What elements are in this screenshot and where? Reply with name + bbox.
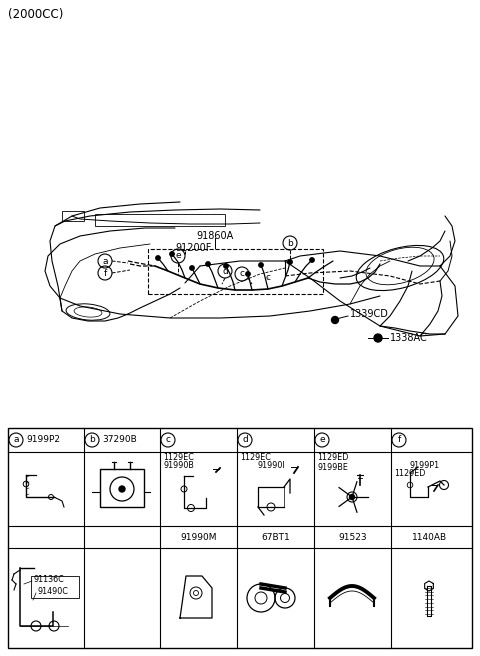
Circle shape — [349, 495, 355, 499]
Text: e: e — [319, 436, 325, 445]
Text: 1339CD: 1339CD — [350, 309, 389, 319]
Text: b: b — [89, 436, 95, 445]
Text: e: e — [175, 251, 181, 260]
Text: f: f — [397, 436, 401, 445]
Text: 37290B: 37290B — [102, 436, 137, 445]
Text: 91990I: 91990I — [257, 462, 285, 470]
Text: 91490C: 91490C — [38, 588, 69, 596]
Text: 1129EC: 1129EC — [240, 453, 271, 462]
Text: 91990B: 91990B — [163, 462, 194, 470]
Circle shape — [288, 260, 292, 264]
Bar — [8, 428, 472, 648]
Bar — [62, 211, 84, 221]
Text: 1140AB: 1140AB — [412, 533, 447, 541]
Text: 9199P1: 9199P1 — [409, 462, 439, 470]
Text: c: c — [265, 274, 271, 283]
Circle shape — [119, 486, 125, 492]
Circle shape — [156, 256, 160, 260]
Text: a: a — [102, 256, 108, 266]
Text: 91990M: 91990M — [180, 533, 217, 541]
Text: 91523: 91523 — [338, 533, 367, 541]
Text: 1129ED: 1129ED — [317, 453, 348, 462]
Text: 9199BE: 9199BE — [317, 464, 348, 472]
Circle shape — [259, 263, 263, 267]
Text: a: a — [13, 436, 19, 445]
Text: b: b — [287, 239, 293, 247]
Text: 91860A: 91860A — [196, 231, 234, 241]
Text: c: c — [166, 436, 170, 445]
Bar — [95, 214, 225, 226]
Text: 67BT1: 67BT1 — [261, 533, 290, 541]
Text: f: f — [103, 268, 107, 277]
Circle shape — [224, 264, 228, 268]
Text: 1129EC: 1129EC — [163, 453, 194, 462]
Circle shape — [206, 262, 210, 266]
Text: d: d — [222, 266, 228, 276]
Bar — [100, 469, 144, 507]
Circle shape — [246, 272, 250, 276]
Text: 91136C: 91136C — [34, 575, 65, 584]
Bar — [148, 249, 323, 294]
Circle shape — [374, 334, 382, 342]
Text: 9199P2: 9199P2 — [26, 436, 60, 445]
Circle shape — [190, 266, 194, 270]
Text: 1338AC: 1338AC — [390, 333, 428, 343]
Circle shape — [332, 316, 338, 323]
Circle shape — [310, 258, 314, 262]
Text: (2000CC): (2000CC) — [8, 8, 63, 21]
Circle shape — [170, 252, 174, 256]
Text: 1129ED: 1129ED — [394, 470, 425, 478]
Text: 91200F: 91200F — [175, 243, 211, 253]
Text: c: c — [240, 270, 244, 279]
Text: d: d — [242, 436, 248, 445]
